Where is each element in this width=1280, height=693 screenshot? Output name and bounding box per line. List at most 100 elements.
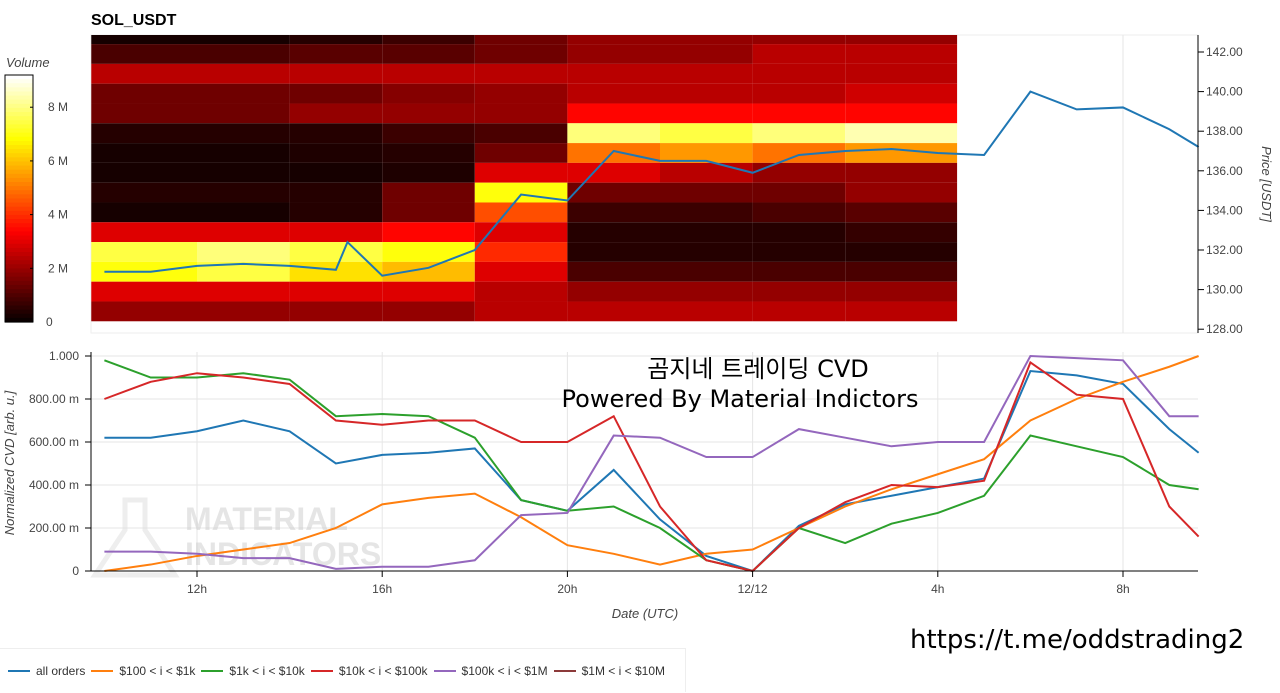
colorbar-segment [5,231,33,237]
heatmap-cell [567,123,660,144]
cvd-line-all-orders [104,369,1200,573]
price-line [104,90,1200,277]
heatmap-cell [197,242,290,262]
y-tick-label: 600.00 m [29,435,79,449]
heatmap-cell [752,103,846,124]
heatmap-cell [567,143,660,163]
colorbar-segment [5,144,33,150]
colorbar-segment [5,79,33,84]
heatmap-cell [660,162,753,183]
heatmap-cell [752,44,846,64]
colorbar-segment [5,317,33,323]
cvd-axes: 0 200.00 m 400.00 m 600.00 m 800.00 m 1.000 12… [29,349,1198,596]
heatmap-cell [197,83,290,104]
colorbar-segment [5,284,33,290]
colorbar-segment [5,243,33,249]
colorbar-segment [5,136,33,142]
heatmap-cell [289,103,383,124]
legend-item[interactable]: $100 < i < $1k [91,664,195,678]
price-tick-label: 128.00 [1206,322,1243,336]
watermark-text-1: MATERIAL [185,501,348,537]
heatmap-cell [197,44,290,64]
colorbar-segment [5,186,33,191]
x-axis-label: Date (UTC) [612,606,678,621]
heatmap-cell [91,63,197,84]
flask-icon [90,497,180,578]
heatmap-cell [752,202,846,223]
heatmap-cell [660,83,753,104]
heatmap-cell [197,143,290,163]
telegram-link[interactable]: https://t.me/oddstrading2 [910,625,1245,655]
y-tick-label: 1.000 [49,349,79,363]
legend-item[interactable]: $10k < i < $100k [310,664,428,678]
legend-swatch [433,669,456,672]
colorbar-segment [5,194,33,200]
heatmap-cell [289,143,383,163]
heatmap-cell [289,83,383,104]
colorbar-frame [4,74,34,323]
colorbar-segment [5,206,33,212]
cvd-line--100k-i-1m [104,354,1199,570]
heatmap-cell [567,281,660,302]
legend-item[interactable]: $1M < i < $10M [553,664,665,678]
colorbar-segment [5,103,33,109]
x-tick-label: 16h [372,582,392,596]
colorbar-segment [5,116,33,121]
heatmap-cell [660,44,753,64]
heatmap-cell [289,242,383,262]
heatmap-cell [91,35,197,45]
cvd-lines [104,354,1200,573]
heatmap-cell [474,83,568,104]
heatmap-cell [845,261,958,282]
colorbar-segment [5,132,33,138]
cvd-line--10k-i-100k [104,360,1200,573]
heatmap-cell [752,261,846,282]
heatmap-cell [289,222,383,243]
heatmap-cell [382,202,475,223]
heatmap-cell [382,261,475,282]
heatmap-cell [474,222,568,243]
heatmap-cell [289,261,383,282]
colorbar-segment [5,95,33,101]
legend: all orders $100 < i < $1k $1k < i < $10k $1… [0,648,686,692]
price-axis-label: Price [USDT] [1259,146,1274,222]
heatmap-cell [474,202,568,223]
heatmap-cell [91,281,197,302]
colorbar-segment [5,161,33,167]
heatmap-cell [752,242,846,262]
cvd-line--100-i-1k [104,355,1199,572]
price-tick-label: 132.00 [1206,243,1243,257]
legend-item[interactable]: $100k < i < $1M [433,664,548,678]
x-tick-label: 20h [557,582,577,596]
watermark: MATERIAL INDICATORS [90,497,381,578]
price-tick-label: 130.00 [1206,283,1243,297]
heatmap-cell [845,123,958,144]
legend-swatch [8,669,30,672]
heatmap-cell [845,103,958,124]
legend-item[interactable]: all orders [8,664,85,678]
heatmap-cell [660,301,753,322]
heatmap-cell [197,222,290,243]
heatmap-cell [567,162,660,183]
colorbar-segment [5,309,33,315]
legend-item[interactable]: $1k < i < $10k [201,664,305,678]
price-tick-label: 142.00 [1206,45,1243,59]
heatmap-cell [197,301,290,322]
colorbar-segment [5,177,33,183]
heatmap-cell [567,103,660,124]
colorbar-segment [5,276,33,282]
colorbar-segment [5,107,33,113]
heatmap-cell [382,63,475,84]
heatmap-cell [197,123,290,144]
heatmap-cell [752,83,846,104]
y-tick-label: 400.00 m [29,478,79,492]
colorbar-segment [5,169,33,175]
heatmap-cell [752,123,846,144]
colorbar-segment [5,83,33,88]
heatmap-cell [382,123,475,144]
colorbar-segment [5,297,33,303]
colorbar-tick-label: 2 M [48,261,68,275]
x-tick-label: 12/12 [738,582,768,596]
heatmap-cell [474,35,568,45]
heatmap-cell [660,222,753,243]
